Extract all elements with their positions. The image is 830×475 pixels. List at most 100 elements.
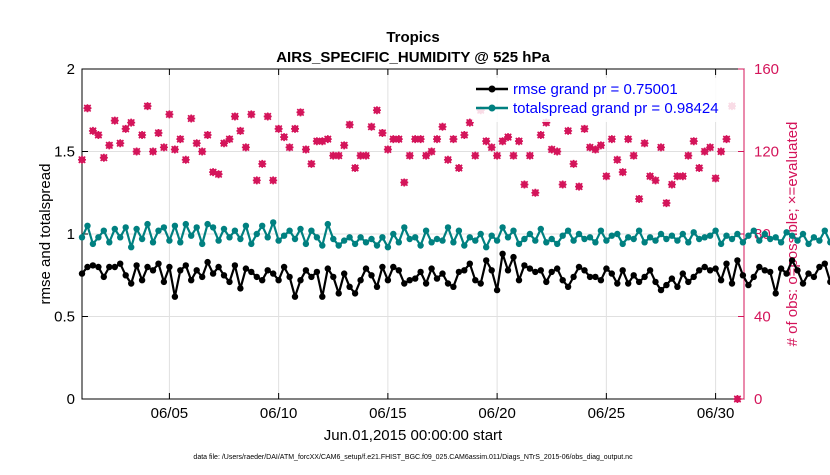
- rmse-point: [706, 267, 714, 274]
- obs-evaluated-marker: [460, 131, 469, 139]
- x-tick-label: 06/15: [369, 405, 407, 422]
- totalspread-point: [690, 229, 697, 236]
- totalspread-point: [461, 242, 468, 249]
- rmse-point: [362, 265, 370, 272]
- totalspread-point: [395, 239, 402, 246]
- obs-evaluated-marker: [345, 120, 354, 129]
- totalspread-point: [297, 225, 304, 233]
- rmse-point: [122, 272, 129, 279]
- rmse-point: [772, 290, 779, 297]
- rmse-point: [554, 265, 561, 272]
- totalspread-point: [368, 235, 375, 243]
- totalspread-point: [351, 240, 359, 248]
- rmse-point: [182, 262, 189, 269]
- y-left-tick-label: 1: [67, 226, 75, 243]
- obs-evaluated-marker: [383, 145, 392, 154]
- obs-evaluated-marker: [733, 395, 742, 403]
- rmse-point: [308, 273, 315, 281]
- totalspread-point: [625, 234, 632, 241]
- rmse-point: [488, 267, 495, 274]
- totalspread-point: [346, 234, 353, 241]
- obs-evaluated-marker: [569, 159, 578, 168]
- rmse-point: [188, 277, 195, 284]
- rmse-point: [357, 277, 364, 284]
- rmse-point: [346, 283, 353, 290]
- rmse-point: [401, 280, 408, 287]
- rmse-point: [84, 263, 91, 271]
- obs-evaluated-marker: [482, 137, 491, 146]
- totalspread-point: [308, 227, 315, 234]
- rmse-point: [237, 285, 244, 292]
- y-left-tick-label: 1.5: [54, 144, 75, 161]
- legend-spread-label: totalspread grand pr = 0.98424: [513, 100, 719, 117]
- totalspread-point: [788, 232, 796, 239]
- rmse-point: [619, 267, 626, 274]
- obs-evaluated-marker: [105, 141, 114, 150]
- obs-evaluated-marker: [514, 137, 523, 146]
- totalspread-point: [209, 224, 217, 231]
- obs-evaluated-marker: [236, 126, 245, 135]
- rmse-point: [406, 277, 413, 284]
- rmse-point: [78, 270, 86, 277]
- rmse-point: [592, 273, 599, 281]
- totalspread-point: [106, 239, 113, 246]
- legend-rmse-label: rmse grand pr = 0.75001: [513, 81, 678, 98]
- totalspread-point: [608, 232, 615, 239]
- rmse-point: [270, 270, 277, 277]
- totalspread-point: [592, 239, 599, 246]
- obs-evaluated-marker: [367, 122, 376, 131]
- obs-evaluated-marker: [607, 135, 616, 144]
- obs-evaluated-marker: [170, 145, 179, 154]
- obs-evaluated-marker: [596, 141, 605, 150]
- rmse-point: [799, 280, 807, 287]
- totalspread-point: [291, 235, 299, 243]
- rmse-point: [723, 260, 730, 267]
- rmse-point: [412, 275, 419, 282]
- totalspread-point: [767, 235, 774, 243]
- obs-evaluated-marker: [695, 164, 704, 172]
- totalspread-point: [95, 234, 102, 241]
- obs-count-markers: [78, 102, 742, 403]
- totalspread-point: [379, 234, 386, 241]
- rmse-point: [668, 275, 676, 282]
- totalspread-point: [117, 234, 124, 241]
- totalspread-point: [286, 227, 293, 234]
- totalspread-point: [712, 227, 719, 234]
- rmse-point: [461, 267, 468, 274]
- obs-evaluated-marker: [307, 159, 316, 168]
- obs-evaluated-marker: [493, 151, 502, 160]
- totalspread-point: [548, 235, 555, 243]
- rmse-point: [422, 280, 430, 287]
- rmse-point: [663, 281, 670, 289]
- obs-evaluated-marker: [711, 174, 720, 183]
- obs-evaluated-marker: [198, 147, 207, 156]
- rmse-point: [335, 290, 342, 297]
- totalspread-point: [603, 237, 610, 244]
- obs-evaluated-marker: [558, 180, 567, 189]
- totalspread-point: [324, 220, 331, 228]
- obs-evaluated-marker: [329, 151, 338, 160]
- rmse-point: [537, 267, 544, 274]
- totalspread-point: [827, 239, 830, 246]
- rmse-point: [750, 273, 757, 281]
- obs-evaluated-marker: [263, 112, 272, 121]
- totalspread-point: [663, 235, 670, 243]
- rmse-point: [215, 263, 222, 271]
- totalspread-point: [564, 227, 572, 234]
- totalspread-point: [772, 234, 779, 241]
- totalspread-point: [515, 240, 523, 248]
- rmse-point: [226, 278, 233, 286]
- obs-evaluated-marker: [547, 145, 556, 154]
- totalspread-point: [199, 240, 206, 248]
- y-right-tick-label: 160: [754, 61, 779, 78]
- totalspread-point: [750, 227, 757, 234]
- rmse-point: [106, 263, 113, 271]
- totalspread-point: [652, 237, 659, 244]
- totalspread-point: [455, 227, 463, 234]
- obs-evaluated-marker: [181, 155, 190, 164]
- totalspread-point: [510, 227, 517, 234]
- rmse-point: [144, 263, 151, 271]
- obs-evaluated-marker: [301, 145, 310, 154]
- totalspread-point: [231, 227, 239, 234]
- rmse-point: [696, 267, 703, 274]
